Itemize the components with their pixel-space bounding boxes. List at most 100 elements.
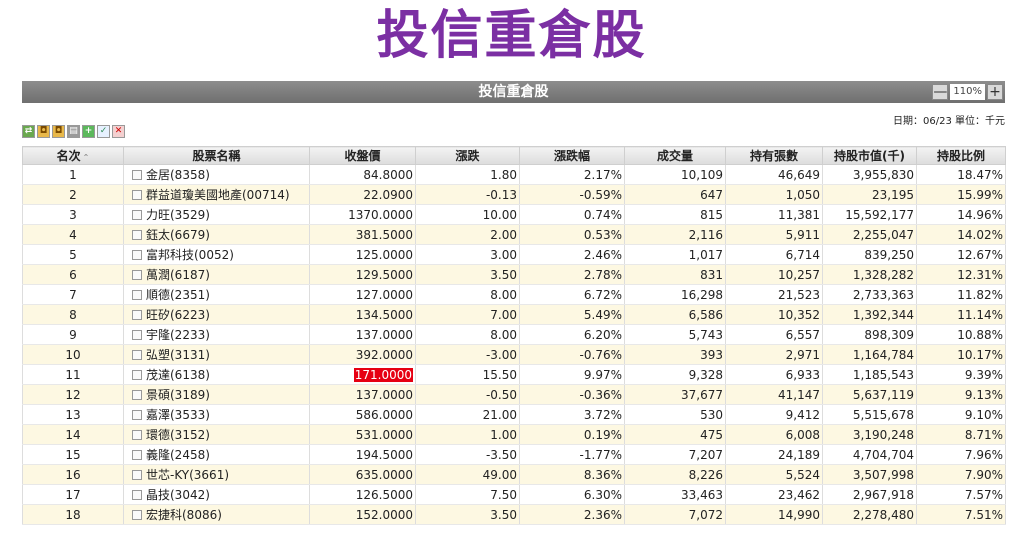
- column-header-rank[interactable]: 名次 ⌃: [22, 146, 124, 165]
- column-header-market-value[interactable]: 持股市值(千): [822, 146, 917, 165]
- stock-name[interactable]: 宇隆(2233): [146, 328, 210, 342]
- zoom-out-button[interactable]: —: [932, 84, 949, 100]
- column-header-change-pct[interactable]: 漲跌幅: [519, 146, 625, 165]
- row-checkbox[interactable]: [132, 490, 142, 500]
- print-icon[interactable]: ▤: [67, 125, 80, 138]
- table-row[interactable]: 3 力旺(3529) 1370.0000 10.00 0.74% 815 11,381 15,…: [22, 204, 1006, 225]
- row-checkbox[interactable]: [132, 390, 142, 400]
- column-header-name[interactable]: 股票名稱: [123, 146, 310, 165]
- stock-name[interactable]: 富邦科技(0052): [146, 248, 234, 262]
- stock-name[interactable]: 群益道瓊美國地產(00714): [146, 188, 290, 202]
- stock-name-cell[interactable]: 鈺太(6679): [123, 224, 310, 245]
- row-checkbox[interactable]: [132, 170, 142, 180]
- table-row[interactable]: 4 鈺太(6679) 381.5000 2.00 0.53% 2,116 5,911 2,25…: [22, 224, 1006, 245]
- row-checkbox[interactable]: [132, 310, 142, 320]
- table-row[interactable]: 13 嘉澤(3533) 586.0000 21.00 3.72% 530 9,412 5,51…: [22, 404, 1006, 425]
- stock-name[interactable]: 弘塑(3131): [146, 348, 210, 362]
- market-value-cell: 2,967,918: [822, 484, 917, 505]
- stock-name[interactable]: 世芯-KY(3661): [146, 468, 230, 482]
- panel-title: 投信重倉股: [478, 84, 549, 100]
- row-checkbox[interactable]: [132, 450, 142, 460]
- table-row[interactable]: 1 金居(8358) 84.8000 1.80 2.17% 10,109 46,649 3,9…: [22, 164, 1006, 185]
- rank-cell: 1: [22, 164, 124, 185]
- row-checkbox[interactable]: [132, 470, 142, 480]
- table-row[interactable]: 9 宇隆(2233) 137.0000 8.00 6.20% 5,743 6,557 898,…: [22, 324, 1006, 345]
- column-header-change[interactable]: 漲跌: [415, 146, 520, 165]
- stock-name-cell[interactable]: 力旺(3529): [123, 204, 310, 225]
- table-row[interactable]: 7 順德(2351) 127.0000 8.00 6.72% 16,298 21,523 2,…: [22, 284, 1006, 305]
- row-checkbox[interactable]: [132, 370, 142, 380]
- row-checkbox[interactable]: [132, 330, 142, 340]
- rank-cell: 13: [22, 404, 124, 425]
- column-header-close[interactable]: 收盤價: [309, 146, 416, 165]
- table-row[interactable]: 14 環德(3152) 531.0000 1.00 0.19% 475 6,008 3,190…: [22, 424, 1006, 445]
- stock-name-cell[interactable]: 世芯-KY(3661): [123, 464, 310, 485]
- stock-name[interactable]: 金居(8358): [146, 168, 210, 182]
- table-row[interactable]: 8 旺矽(6223) 134.5000 7.00 5.49% 6,586 10,352 1,3…: [22, 304, 1006, 325]
- row-checkbox[interactable]: [132, 290, 142, 300]
- sort-icon[interactable]: ⌃: [82, 153, 90, 162]
- close-icon[interactable]: ✕: [112, 125, 125, 138]
- stock-name-cell[interactable]: 弘塑(3131): [123, 344, 310, 365]
- stock-name[interactable]: 順德(2351): [146, 288, 210, 302]
- stock-name[interactable]: 義隆(2458): [146, 448, 210, 462]
- row-checkbox[interactable]: [132, 350, 142, 360]
- stock-name-cell[interactable]: 茂達(6138): [123, 364, 310, 385]
- table-row[interactable]: 6 萬潤(6187) 129.5000 3.50 2.78% 831 10,257 1,328…: [22, 264, 1006, 285]
- stock-name-cell[interactable]: 景碩(3189): [123, 384, 310, 405]
- stock-name-cell[interactable]: 義隆(2458): [123, 444, 310, 465]
- column-header-volume[interactable]: 成交量: [624, 146, 726, 165]
- row-checkbox[interactable]: [132, 230, 142, 240]
- stock-name-cell[interactable]: 順德(2351): [123, 284, 310, 305]
- holding-ratio-cell: 10.17%: [916, 344, 1006, 365]
- row-checkbox[interactable]: [132, 430, 142, 440]
- stock-name-cell[interactable]: 環德(3152): [123, 424, 310, 445]
- holding-ratio-cell: 7.96%: [916, 444, 1006, 465]
- stock-name-cell[interactable]: 金居(8358): [123, 164, 310, 185]
- table-row[interactable]: 2 群益道瓊美國地產(00714) 22.0900 -0.13 -0.59% 647 1,0…: [22, 184, 1006, 205]
- check-icon[interactable]: ✓: [97, 125, 110, 138]
- add-icon[interactable]: +: [82, 125, 95, 138]
- lock-icon[interactable]: ◘: [37, 125, 50, 138]
- column-header-holding-ratio[interactable]: 持股比例: [916, 146, 1006, 165]
- close-price: 22.0900: [363, 187, 413, 202]
- stock-name[interactable]: 景碩(3189): [146, 388, 210, 402]
- stock-name-cell[interactable]: 宇隆(2233): [123, 324, 310, 345]
- table-row[interactable]: 10 弘塑(3131) 392.0000 -3.00 -0.76% 393 2,971 1,1…: [22, 344, 1006, 365]
- stock-name[interactable]: 萬潤(6187): [146, 268, 210, 282]
- stock-name-cell[interactable]: 晶技(3042): [123, 484, 310, 505]
- table-row[interactable]: 12 景碩(3189) 137.0000 -0.50 -0.36% 37,677 41,14…: [22, 384, 1006, 405]
- stock-name[interactable]: 茂達(6138): [146, 368, 210, 382]
- stock-name-cell[interactable]: 宏捷科(8086): [123, 504, 310, 525]
- column-header-shares-held[interactable]: 持有張數: [725, 146, 823, 165]
- stock-name[interactable]: 晶技(3042): [146, 488, 210, 502]
- stock-name[interactable]: 嘉澤(3533): [146, 408, 210, 422]
- table-row[interactable]: 5 富邦科技(0052) 125.0000 3.00 2.46% 1,017 6,714 83…: [22, 244, 1006, 265]
- row-checkbox[interactable]: [132, 510, 142, 520]
- stock-name[interactable]: 旺矽(6223): [146, 308, 210, 322]
- row-checkbox[interactable]: [132, 410, 142, 420]
- table-row[interactable]: 16 世芯-KY(3661) 635.0000 49.00 8.36% 8,226 5,52…: [22, 464, 1006, 485]
- stock-name-cell[interactable]: 旺矽(6223): [123, 304, 310, 325]
- stock-name-cell[interactable]: 萬潤(6187): [123, 264, 310, 285]
- table-row[interactable]: 11 茂達(6138) 171.0000 15.50 9.97% 9,328 6,933 1,…: [22, 364, 1006, 385]
- stock-name-cell[interactable]: 嘉澤(3533): [123, 404, 310, 425]
- row-checkbox[interactable]: [132, 250, 142, 260]
- volume-cell: 16,298: [624, 284, 726, 305]
- stock-name[interactable]: 環德(3152): [146, 428, 210, 442]
- holding-ratio-cell: 14.96%: [916, 204, 1006, 225]
- stock-name-cell[interactable]: 富邦科技(0052): [123, 244, 310, 265]
- table-row[interactable]: 18 宏捷科(8086) 152.0000 3.50 2.36% 7,072 14,990 2…: [22, 504, 1006, 525]
- stock-name[interactable]: 宏捷科(8086): [146, 508, 222, 522]
- stock-name[interactable]: 力旺(3529): [146, 208, 210, 222]
- table-row[interactable]: 17 晶技(3042) 126.5000 7.50 6.30% 33,463 23,462 2…: [22, 484, 1006, 505]
- stock-name-cell[interactable]: 群益道瓊美國地產(00714): [123, 184, 310, 205]
- table-row[interactable]: 15 義隆(2458) 194.5000 -3.50 -1.77% 7,207 24,189…: [22, 444, 1006, 465]
- row-checkbox[interactable]: [132, 270, 142, 280]
- row-checkbox[interactable]: [132, 210, 142, 220]
- stock-name[interactable]: 鈺太(6679): [146, 228, 210, 242]
- zoom-in-button[interactable]: +: [987, 84, 1003, 100]
- row-checkbox[interactable]: [132, 190, 142, 200]
- export-icon[interactable]: ⇄: [22, 125, 35, 138]
- lock-icon[interactable]: ◘: [52, 125, 65, 138]
